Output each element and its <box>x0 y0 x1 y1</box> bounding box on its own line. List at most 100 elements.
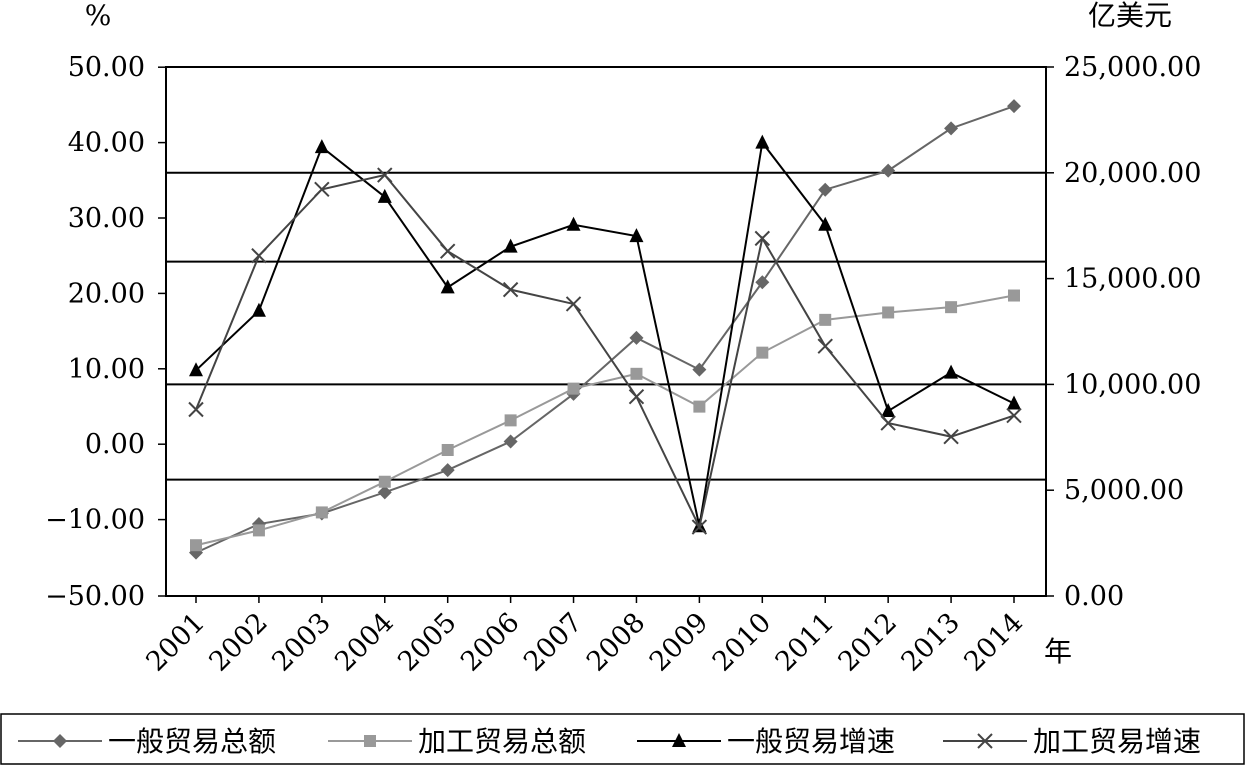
series-group <box>188 99 1022 560</box>
right-tick-label: 25,000.00 <box>1064 52 1201 83</box>
data-point <box>943 428 959 445</box>
legend-item: 一般贸易增速 <box>637 725 895 758</box>
data-point <box>377 188 392 203</box>
data-point <box>881 403 896 418</box>
left-axis-unit: % <box>85 0 112 32</box>
data-point <box>944 121 959 136</box>
data-point <box>439 243 456 259</box>
data-point <box>503 434 518 449</box>
left-tick-label: 20.00 <box>68 278 145 309</box>
left-tick-label: 50.00 <box>68 52 145 83</box>
right-tick-label: 15,000.00 <box>1064 264 1201 295</box>
data-point <box>693 400 706 413</box>
x-tick-label: 2007 <box>518 607 589 678</box>
data-point <box>252 524 265 537</box>
x-tick-label: 2011 <box>770 607 841 678</box>
data-point <box>378 475 391 488</box>
x-tick-label: 2002 <box>203 607 274 678</box>
data-point <box>504 414 517 427</box>
data-point <box>440 279 455 294</box>
left-tick-label: 0.00 <box>85 429 145 460</box>
legend-label: 加工贸易总额 <box>418 725 586 758</box>
left-tick-label: −50.00 <box>45 581 145 612</box>
data-point <box>251 302 266 317</box>
legend-item: 一般贸易总额 <box>18 725 276 758</box>
data-point <box>818 182 833 197</box>
plot-frame <box>165 66 1047 597</box>
right-tick-label: 20,000.00 <box>1064 158 1201 189</box>
legend-item: 加工贸易增速 <box>943 725 1201 758</box>
data-point <box>818 216 833 231</box>
right-axis-unit: 亿美元 <box>1088 0 1172 32</box>
data-point <box>755 134 770 149</box>
series-x <box>188 167 1022 535</box>
right-tick-label: 5,000.00 <box>1064 475 1184 506</box>
x-axis: 2001200220032004200520062007200820092010… <box>140 596 1029 678</box>
x-tick-label: 2005 <box>392 607 463 678</box>
x-tick-label: 2012 <box>833 607 904 678</box>
right-tick-label: 0.00 <box>1064 581 1124 612</box>
legend-marker <box>364 735 376 747</box>
data-point <box>315 506 328 519</box>
left-tick-label: 30.00 <box>68 203 145 234</box>
data-point <box>945 301 958 314</box>
data-point <box>755 275 770 290</box>
left-axis: −50.00 −10.00 0.00 10.00 20.00 30.00 40.00 50.0… <box>45 52 166 612</box>
legend-marker <box>977 733 993 749</box>
x-tick-label: 2003 <box>266 607 337 678</box>
data-point <box>881 163 896 178</box>
x-tick-label: 2014 <box>958 607 1029 678</box>
data-point <box>880 415 896 431</box>
data-point <box>502 281 519 298</box>
x-tick-label: 2001 <box>140 607 211 678</box>
legend-box <box>0 713 1245 765</box>
series-line <box>195 294 1015 547</box>
data-point <box>190 539 202 552</box>
series-line <box>195 105 1015 554</box>
data-point <box>629 330 644 345</box>
data-point <box>754 230 771 247</box>
legend-item: 加工贸易总额 <box>328 725 586 758</box>
data-point <box>566 216 581 231</box>
data-point <box>944 364 959 379</box>
data-point <box>882 306 895 319</box>
series-line <box>195 140 1015 527</box>
series-square <box>190 289 1020 552</box>
legend-label: 加工贸易增速 <box>1033 725 1201 758</box>
data-point <box>819 313 832 326</box>
data-point <box>565 296 582 312</box>
x-tick-label: 2004 <box>329 607 400 678</box>
legend-label: 一般贸易总额 <box>108 725 276 758</box>
legend: 一般贸易总额 加工贸易总额 一般贸易增速 加工贸易增速 <box>18 725 1201 758</box>
x-tick-label: 2006 <box>455 607 526 678</box>
data-point <box>314 139 329 154</box>
data-point <box>1007 395 1021 410</box>
series-triangle <box>189 134 1021 533</box>
data-point <box>630 367 643 380</box>
series-line <box>195 173 1015 531</box>
data-point <box>692 362 707 377</box>
data-point <box>314 181 330 198</box>
x-tick-label: 2010 <box>707 607 778 678</box>
data-point <box>503 238 518 253</box>
x-tick-label: 2009 <box>644 607 715 678</box>
data-point <box>1006 407 1022 424</box>
left-tick-label: −10.00 <box>45 505 145 536</box>
right-axis: 0.00 5,000.00 10,000.00 15,000.00 20,000.00 2… <box>1046 52 1201 612</box>
legend-label: 一般贸易增速 <box>727 725 895 758</box>
x-axis-unit: 年 <box>1044 635 1072 668</box>
legend-marker <box>53 734 67 748</box>
right-tick-label: 10,000.00 <box>1064 369 1201 400</box>
data-point <box>251 247 267 264</box>
data-point <box>188 401 204 418</box>
data-point <box>189 362 203 377</box>
data-point <box>1007 99 1021 114</box>
data-point <box>1008 289 1020 302</box>
data-point <box>629 228 644 243</box>
data-point <box>441 443 454 456</box>
data-point <box>377 485 392 500</box>
left-tick-label: 10.00 <box>68 354 145 385</box>
data-point <box>691 519 708 535</box>
reference-lines <box>166 171 1046 481</box>
